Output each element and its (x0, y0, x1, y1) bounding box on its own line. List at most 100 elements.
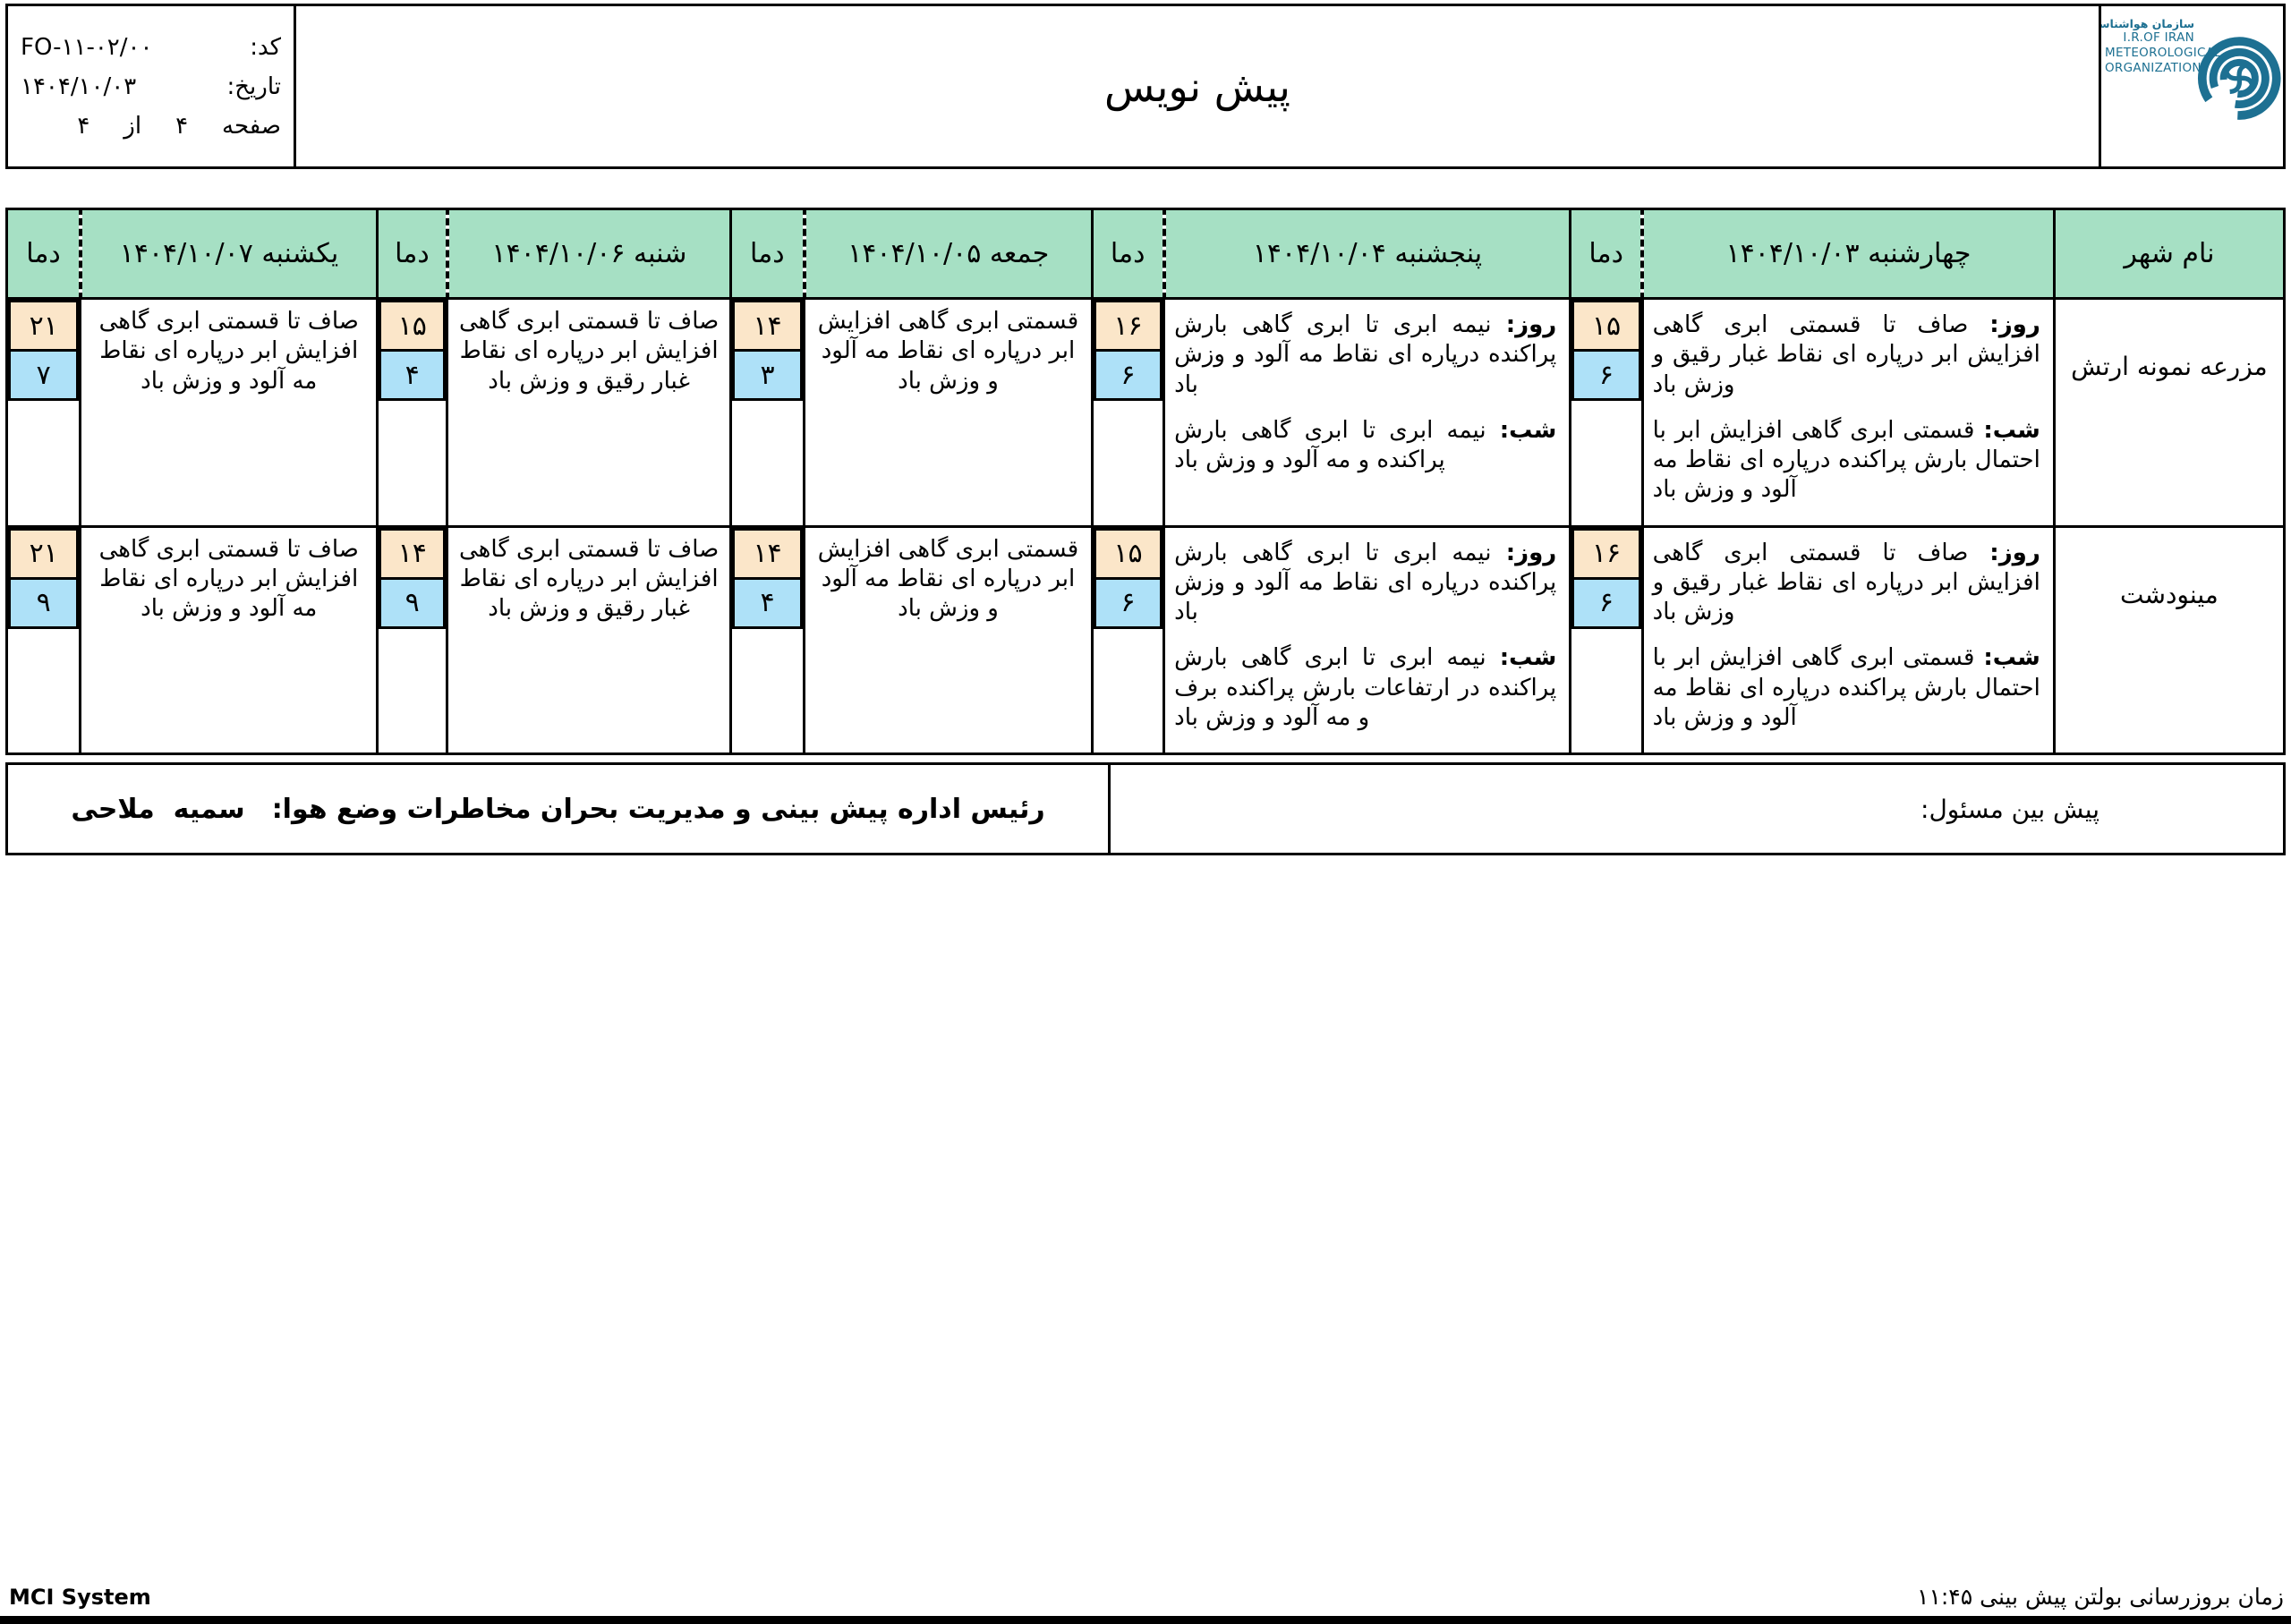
temp-header-saturday: دما (376, 208, 449, 300)
temp-night-value: ۶ (1094, 576, 1162, 629)
day-header-saturday: شنبه ۱۴۰۴/۱۰/۰۶ (446, 208, 732, 300)
night-label: شب: (1983, 644, 2040, 672)
forecast-text: قسمتی ابری گاهی افزایش ابر درپاره ای نقا… (817, 308, 1079, 395)
bottom-divider-bar (0, 1616, 2291, 1624)
document-info-box: کد: FO-۱۱-۰۲/۰۰ تاریخ: ۱۴۰۴/۱۰/۰۳ صفحه ۴… (8, 6, 296, 166)
temp-header-thursday: دما (1090, 208, 1166, 300)
temp-cell: ۱۵ ۶ (1090, 524, 1166, 756)
forecast-day-text: صاف تا قسمتی ابری گاهی افزایش ابر درپاره… (1652, 539, 2040, 626)
forecast-cell: قسمتی ابری گاهی افزایش ابر درپاره ای نقا… (803, 524, 1094, 756)
temp-cell: ۱۴ ۴ (728, 524, 806, 756)
forecast-night-text: قسمتی ابری گاهی افزایش ابر با احتمال بار… (1652, 416, 2040, 504)
forecast-cell: روز: صاف تا قسمتی ابری گاهی افزایش ابر د… (1640, 524, 2056, 756)
temp-cell: ۲۱ ۷ (4, 297, 82, 528)
day-header-friday: جمعه ۱۴۰۴/۱۰/۰۵ (803, 208, 1094, 300)
code-row: کد: FO-۱۱-۰۲/۰۰ (21, 34, 281, 61)
temp-day-value: ۲۱ (9, 301, 78, 352)
day-header-sunday: یکشنبه ۱۴۰۴/۱۰/۰۷ (79, 208, 379, 300)
temp-night-value: ۹ (9, 576, 78, 629)
page-label: صفحه (222, 112, 281, 140)
forecast-day-text: نیمه ابری تا ابری گاهی بارش پراکنده درپا… (1174, 311, 1557, 398)
table-header-row: نام شهر چهارشنبه ۱۴۰۴/۱۰/۰۳ دما پنجشنبه … (4, 208, 2287, 300)
document-title: پیش نویس (1104, 62, 1290, 111)
day-label: روز: (1505, 539, 1557, 566)
temp-day-value: ۱۵ (379, 301, 445, 352)
city-name: مزرعه نمونه ارتش (2052, 297, 2287, 528)
table-row: مینودشت روز: صاف تا قسمتی ابری گاهی افزا… (4, 524, 2287, 756)
forecast-text: صاف تا قسمتی ابری گاهی افزایش ابر درپاره… (459, 308, 720, 395)
temp-cell: ۱۵ ۴ (376, 297, 449, 528)
bulletin-update-time: زمان بروزرسانی بولتن پیش بینی ۱۱:۴۵ (1917, 1584, 2284, 1610)
temp-header-sunday: دما (4, 208, 82, 300)
temp-night-value: ۷ (9, 349, 78, 401)
forecast-cell: صاف تا قسمتی ابری گاهی افزایش ابر درپاره… (446, 524, 732, 756)
forecast-cell: روز: نیمه ابری تا ابری گاهی بارش پراکنده… (1163, 297, 1572, 528)
forecast-text: صاف تا قسمتی ابری گاهی افزایش ابر درپاره… (98, 308, 359, 395)
temp-header-friday: دما (728, 208, 806, 300)
forecasting-chief-name: سمیه ملاحی (71, 793, 245, 825)
page-number: ۴ (175, 112, 189, 140)
forecasting-chief-cell: رئیس اداره پیش بینی و مدیریت بحران مخاطر… (8, 765, 1111, 854)
date-label: تاریخ: (226, 72, 282, 100)
forecast-night-text: نیمه ابری تا ابری گاهی بارش پراکنده در ا… (1174, 644, 1557, 731)
org-logo-text: سازمان هواشناسی کشور I.R.OF IRAN METEORO… (2099, 13, 2221, 165)
org-name-en-line1: I.R.OF IRAN (2123, 30, 2194, 45)
code-label: کد: (250, 33, 281, 61)
forecast-table: نام شهر چهارشنبه ۱۴۰۴/۱۰/۰۳ دما پنجشنبه … (4, 208, 2287, 756)
temp-day-value: ۱۴ (379, 529, 445, 580)
city-name: مینودشت (2052, 524, 2287, 756)
forecast-text: صاف تا قسمتی ابری گاهی افزایش ابر درپاره… (459, 535, 720, 623)
page-row: صفحه ۴ از ۴ (21, 113, 281, 140)
temp-day-value: ۱۶ (1572, 529, 1640, 580)
temp-night-value: ۶ (1572, 576, 1640, 629)
date-row: تاریخ: ۱۴۰۴/۱۰/۰۳ (21, 73, 281, 100)
city-column-header: نام شهر (2052, 208, 2287, 300)
temp-day-value: ۲۱ (9, 529, 78, 580)
org-name-en-line3: ORGANIZATION (2105, 61, 2202, 75)
forecast-cell: صاف تا قسمتی ابری گاهی افزایش ابر درپاره… (79, 524, 379, 756)
forecasting-chief-label: رئیس اداره پیش بینی و مدیریت بحران مخاطر… (271, 793, 1045, 825)
temp-cell: ۱۴ ۳ (728, 297, 806, 528)
temp-cell: ۱۶ ۶ (1569, 524, 1644, 756)
temp-header-wednesday: دما (1569, 208, 1645, 300)
forecast-day-text: صاف تا قسمتی ابری گاهی افزایش ابر درپاره… (1652, 311, 2040, 398)
temp-cell: ۱۵ ۶ (1569, 297, 1644, 528)
day-label: روز: (1989, 311, 2040, 338)
code-value: FO-۱۱-۰۲/۰۰ (21, 33, 153, 61)
mci-system-label: MCI System (9, 1585, 151, 1610)
responsible-forecaster-label: پیش بین مسئول: (1921, 794, 2099, 824)
table-row: مزرعه نمونه ارتش روز: صاف تا قسمتی ابری … (4, 297, 2287, 528)
forecast-text: صاف تا قسمتی ابری گاهی افزایش ابر درپاره… (98, 535, 359, 623)
temp-night-value: ۶ (1094, 349, 1162, 401)
forecast-night-text: قسمتی ابری گاهی افزایش ابر با احتمال بار… (1652, 644, 2040, 731)
org-logo: سازمان هواشناسی کشور I.R.OF IRAN METEORO… (2099, 6, 2283, 166)
temp-night-value: ۴ (379, 349, 445, 401)
forecast-cell: قسمتی ابری گاهی افزایش ابر درپاره ای نقا… (803, 297, 1094, 528)
page-total: ۴ (77, 112, 90, 140)
night-label: شب: (1983, 416, 2040, 444)
header-strip: کد: FO-۱۱-۰۲/۰۰ تاریخ: ۱۴۰۴/۱۰/۰۳ صفحه ۴… (5, 4, 2286, 169)
signature-row: پیش بین مسئول: رئیس اداره پیش بینی و مدی… (5, 762, 2286, 856)
temp-cell: ۲۱ ۹ (4, 524, 82, 756)
temp-night-value: ۴ (733, 576, 802, 629)
day-header-thursday: پنجشنبه ۱۴۰۴/۱۰/۰۴ (1163, 208, 1572, 300)
forecast-night-text: نیمه ابری تا ابری گاهی بارش پراکنده و مه… (1174, 416, 1486, 474)
date-value: ۱۴۰۴/۱۰/۰۳ (21, 72, 137, 100)
night-label: شب: (1499, 416, 1557, 444)
temp-cell: ۱۶ ۶ (1090, 297, 1166, 528)
temp-night-value: ۳ (733, 349, 802, 401)
day-label: روز: (1505, 311, 1557, 338)
forecast-cell: روز: صاف تا قسمتی ابری گاهی افزایش ابر د… (1640, 297, 2056, 528)
temp-day-value: ۱۵ (1572, 301, 1640, 352)
page-of-label: از (123, 112, 142, 140)
temp-cell: ۱۴ ۹ (376, 524, 449, 756)
forecast-cell: روز: نیمه ابری تا ابری گاهی بارش پراکنده… (1163, 524, 1572, 756)
forecast-cell: صاف تا قسمتی ابری گاهی افزایش ابر درپاره… (79, 297, 379, 528)
temp-night-value: ۹ (379, 576, 445, 629)
temp-day-value: ۱۴ (733, 529, 802, 580)
org-name-fa: سازمان هواشناسی کشور (2099, 17, 2194, 30)
day-label: روز: (1989, 539, 2040, 566)
forecast-cell: صاف تا قسمتی ابری گاهی افزایش ابر درپاره… (446, 297, 732, 528)
temp-night-value: ۶ (1572, 349, 1640, 401)
